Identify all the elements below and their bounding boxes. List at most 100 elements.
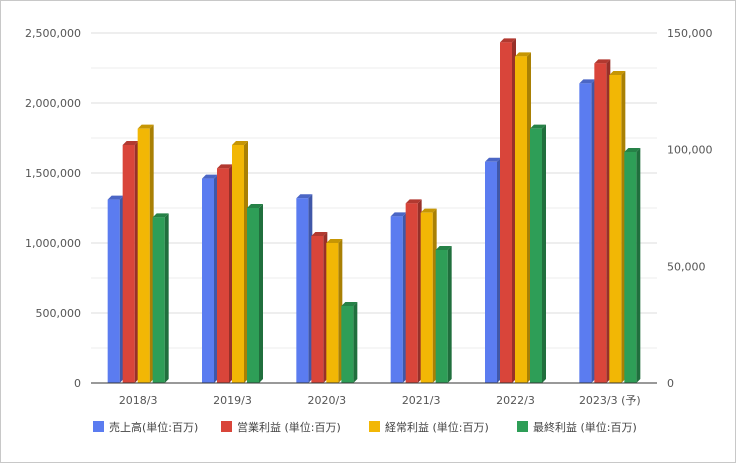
right-tick-label: 100,000 — [667, 144, 713, 157]
bar-front — [217, 168, 229, 383]
legend-item: 最終利益 (単位:百万) — [517, 420, 637, 434]
bar — [122, 141, 139, 383]
bar — [500, 38, 516, 383]
bar-top — [341, 302, 358, 306]
bar-top — [202, 174, 218, 179]
bar-front — [405, 203, 418, 383]
bar — [341, 302, 358, 383]
right-tick-label: 50,000 — [667, 260, 706, 273]
bars — [107, 38, 641, 384]
legend-swatch — [517, 421, 528, 432]
bar — [390, 212, 407, 383]
bar — [296, 194, 313, 383]
bar — [515, 52, 531, 383]
legend-item: 営業利益 (単位:百万) — [221, 420, 341, 434]
bar — [137, 124, 154, 384]
bar-top — [232, 141, 248, 145]
bar-front — [296, 198, 309, 383]
bar-side — [164, 213, 169, 383]
bar-top — [530, 124, 546, 129]
bar-top — [420, 208, 437, 213]
left-tick-label: 2,000,000 — [25, 97, 81, 110]
category-label: 2018/3 — [119, 394, 158, 407]
bar-top — [579, 79, 596, 84]
legend-item: 経常利益 (単位:百万) — [369, 420, 489, 434]
bar-top — [435, 246, 452, 250]
left-tick-label: 500,000 — [36, 307, 82, 320]
legend-label: 最終利益 (単位:百万) — [533, 420, 637, 434]
bar-front — [152, 217, 165, 383]
category-label: 2019/3 — [213, 394, 252, 407]
bar — [435, 246, 452, 383]
bar — [530, 124, 546, 384]
bar-front — [232, 145, 244, 383]
category-label: 2022/3 — [496, 394, 535, 407]
bar — [247, 204, 263, 383]
bar — [326, 239, 343, 383]
bar — [485, 157, 501, 383]
bar-top — [500, 38, 516, 43]
bar-top — [152, 213, 169, 218]
legend-swatch — [93, 421, 104, 432]
legend-label: 経常利益 (単位:百万) — [385, 420, 489, 434]
bar-front — [202, 178, 214, 383]
legend-swatch — [221, 421, 232, 432]
bar-top — [326, 239, 343, 243]
bar-top — [107, 195, 124, 200]
left-tick-label: 2,500,000 — [25, 27, 81, 40]
bar-front — [341, 306, 354, 383]
bar-side — [259, 204, 263, 383]
bar-front — [515, 56, 527, 383]
bar-front — [530, 128, 542, 383]
left-tick-label: 1,000,000 — [25, 237, 81, 250]
bar — [217, 164, 233, 383]
bar — [152, 213, 169, 383]
bar-front — [624, 152, 637, 383]
bar-top — [137, 124, 154, 129]
legend-label: 売上高(単位:百万) — [109, 420, 198, 434]
bar-front — [311, 236, 324, 383]
bar-front — [107, 199, 120, 383]
bar-front — [137, 128, 150, 383]
bar-top — [217, 164, 233, 169]
bar-front — [247, 208, 259, 383]
bar-side — [542, 124, 546, 384]
bar — [202, 174, 218, 383]
bar — [107, 195, 124, 383]
right-tick-label: 0 — [667, 377, 674, 390]
bar-side — [636, 148, 641, 383]
legend-swatch — [369, 421, 380, 432]
bar-front — [609, 75, 622, 383]
bar — [420, 208, 437, 383]
bar-front — [500, 42, 512, 383]
category-label: 2023/3 (予) — [579, 394, 641, 407]
bar-top — [594, 59, 611, 64]
bar-front — [390, 216, 403, 383]
bar — [624, 148, 641, 383]
bar — [609, 71, 626, 383]
right-axis-ticks: 0 50,000 100,000 150,000 — [667, 27, 713, 390]
bar-top — [296, 194, 313, 199]
bar-front — [594, 63, 607, 383]
bar-front — [485, 161, 497, 383]
left-tick-label: 1,500,000 — [25, 167, 81, 180]
bar-side — [353, 302, 358, 383]
bar-top — [609, 71, 626, 75]
category-label: 2020/3 — [307, 394, 346, 407]
category-label: 2021/3 — [402, 394, 441, 407]
bar-top — [247, 204, 263, 208]
bar-top — [624, 148, 641, 152]
left-tick-label: 0 — [74, 377, 81, 390]
bar-side — [447, 246, 452, 383]
legend-item: 売上高(単位:百万) — [93, 420, 198, 434]
bar-front — [579, 83, 592, 384]
bar — [579, 79, 596, 384]
legend-label: 営業利益 (単位:百万) — [237, 420, 341, 434]
bar-top — [122, 141, 139, 145]
bar-front — [435, 250, 448, 383]
bar-top — [515, 52, 531, 57]
legend: 売上高(単位:百万) 営業利益 (単位:百万) 経常利益 (単位:百万) 最終利益 (… — [93, 420, 637, 434]
bar — [232, 141, 248, 383]
